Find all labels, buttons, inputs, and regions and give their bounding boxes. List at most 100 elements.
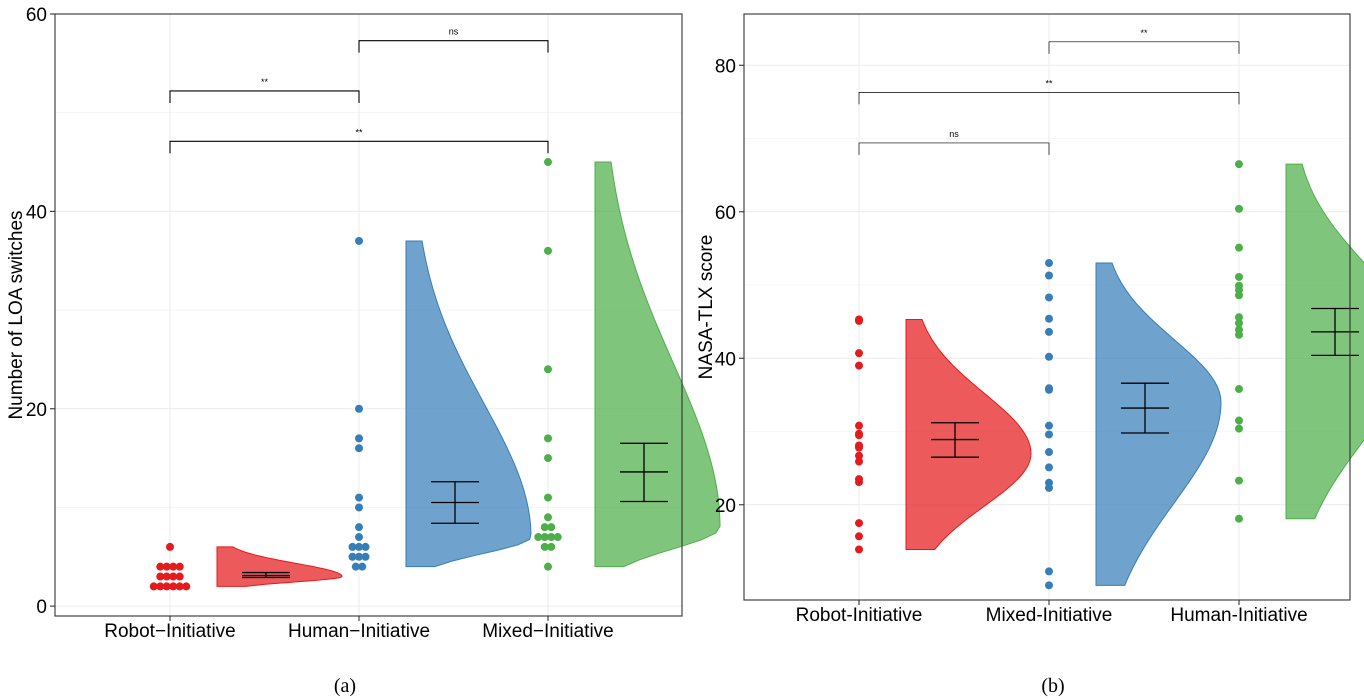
density-cloud (405, 240, 532, 568)
data-point (544, 493, 552, 502)
data-point (351, 562, 360, 571)
data-point (855, 545, 863, 554)
data-point (547, 542, 556, 551)
data-point (162, 572, 171, 581)
data-point (1235, 416, 1243, 425)
y-tick-label: 60 (26, 5, 47, 26)
y-axis-label: NASA-TLX score (696, 235, 717, 380)
data-point (1235, 424, 1243, 433)
data-point (553, 533, 562, 542)
significance-bracket (358, 40, 549, 53)
data-point (1045, 430, 1053, 439)
data-point (1045, 567, 1053, 576)
data-point (1045, 327, 1053, 336)
data-point (544, 158, 552, 167)
data-point (1045, 259, 1053, 268)
data-point (544, 365, 552, 374)
data-point (1235, 313, 1243, 322)
data-point (544, 246, 552, 255)
data-point (156, 582, 165, 591)
density-cloud (594, 161, 721, 568)
x-category-label: Robot−Initiative (104, 621, 236, 642)
plot-border (54, 13, 683, 617)
data-point (361, 552, 370, 561)
data-point (855, 431, 863, 440)
significance-label: ** (261, 77, 269, 87)
density-cloud (905, 318, 1032, 550)
density-cloud (1095, 262, 1222, 586)
x-category-label: Human-Initiative (1170, 605, 1307, 626)
data-point (1045, 352, 1053, 361)
density-cloud (1285, 163, 1364, 520)
significance-bracket (169, 90, 360, 103)
data-point (355, 434, 363, 443)
data-point (355, 503, 363, 512)
data-point (540, 523, 549, 532)
data-point (156, 572, 165, 581)
data-point (361, 542, 370, 551)
data-point (355, 552, 363, 561)
data-point (355, 542, 363, 551)
data-point (149, 582, 158, 591)
data-point (855, 421, 863, 430)
data-point (1045, 463, 1053, 472)
data-point (1235, 476, 1243, 485)
data-point (855, 478, 863, 487)
data-point (547, 523, 556, 532)
significance-label: ** (1045, 78, 1053, 88)
significance-label: ** (1140, 28, 1148, 38)
data-point (355, 444, 363, 453)
y-tick-label: 80 (715, 56, 736, 77)
significance-label: ns (449, 27, 459, 37)
data-point (355, 404, 363, 413)
x-category-label: Robot-Initiative (796, 605, 923, 626)
data-point (855, 451, 863, 460)
data-point (355, 236, 363, 245)
significance-label: ns (949, 129, 959, 139)
y-tick-label: 20 (715, 496, 736, 517)
x-category-label: Mixed-Initiative (986, 605, 1113, 626)
y-tick-label: 20 (26, 400, 47, 421)
data-point (855, 349, 863, 358)
data-point (855, 316, 863, 325)
significance-bracket (858, 142, 1050, 155)
data-point (169, 582, 178, 591)
data-point (355, 533, 363, 542)
data-point (169, 562, 178, 571)
data-point (1045, 421, 1053, 430)
data-point (855, 532, 863, 541)
y-axis-label: Number of LOA switches (6, 210, 27, 419)
data-point (358, 562, 367, 571)
data-point (1045, 581, 1053, 590)
data-point (1045, 483, 1053, 492)
significance-bracket (169, 140, 549, 154)
data-point (540, 542, 549, 551)
data-point (547, 533, 556, 542)
significance-label: ** (355, 127, 363, 137)
data-point (855, 457, 863, 466)
density-cloud (216, 546, 343, 587)
data-point (855, 443, 863, 452)
y-tick-label: 60 (715, 203, 736, 224)
data-point (175, 582, 184, 591)
data-point (544, 513, 552, 522)
data-point (355, 493, 363, 502)
data-point (348, 552, 357, 561)
data-point (1045, 385, 1053, 394)
data-point (162, 582, 171, 591)
x-category-label: Human−Initiative (288, 621, 430, 642)
data-point (355, 523, 363, 532)
x-category-label: Mixed−Initiative (482, 621, 613, 642)
figure-caption: (b) (1041, 675, 1064, 697)
data-point (166, 542, 174, 551)
data-point (544, 562, 552, 571)
data-point (855, 361, 863, 370)
data-point (1235, 243, 1243, 252)
data-point (1235, 160, 1243, 169)
data-point (169, 572, 178, 581)
data-point (1235, 291, 1243, 300)
data-point (175, 562, 184, 571)
chart-panel-b: ns ** ** 20 40 60 80 Robot-Initiative Mixed-Init… (696, 13, 1364, 697)
significance-bracket (1048, 41, 1240, 54)
data-point (348, 542, 357, 551)
